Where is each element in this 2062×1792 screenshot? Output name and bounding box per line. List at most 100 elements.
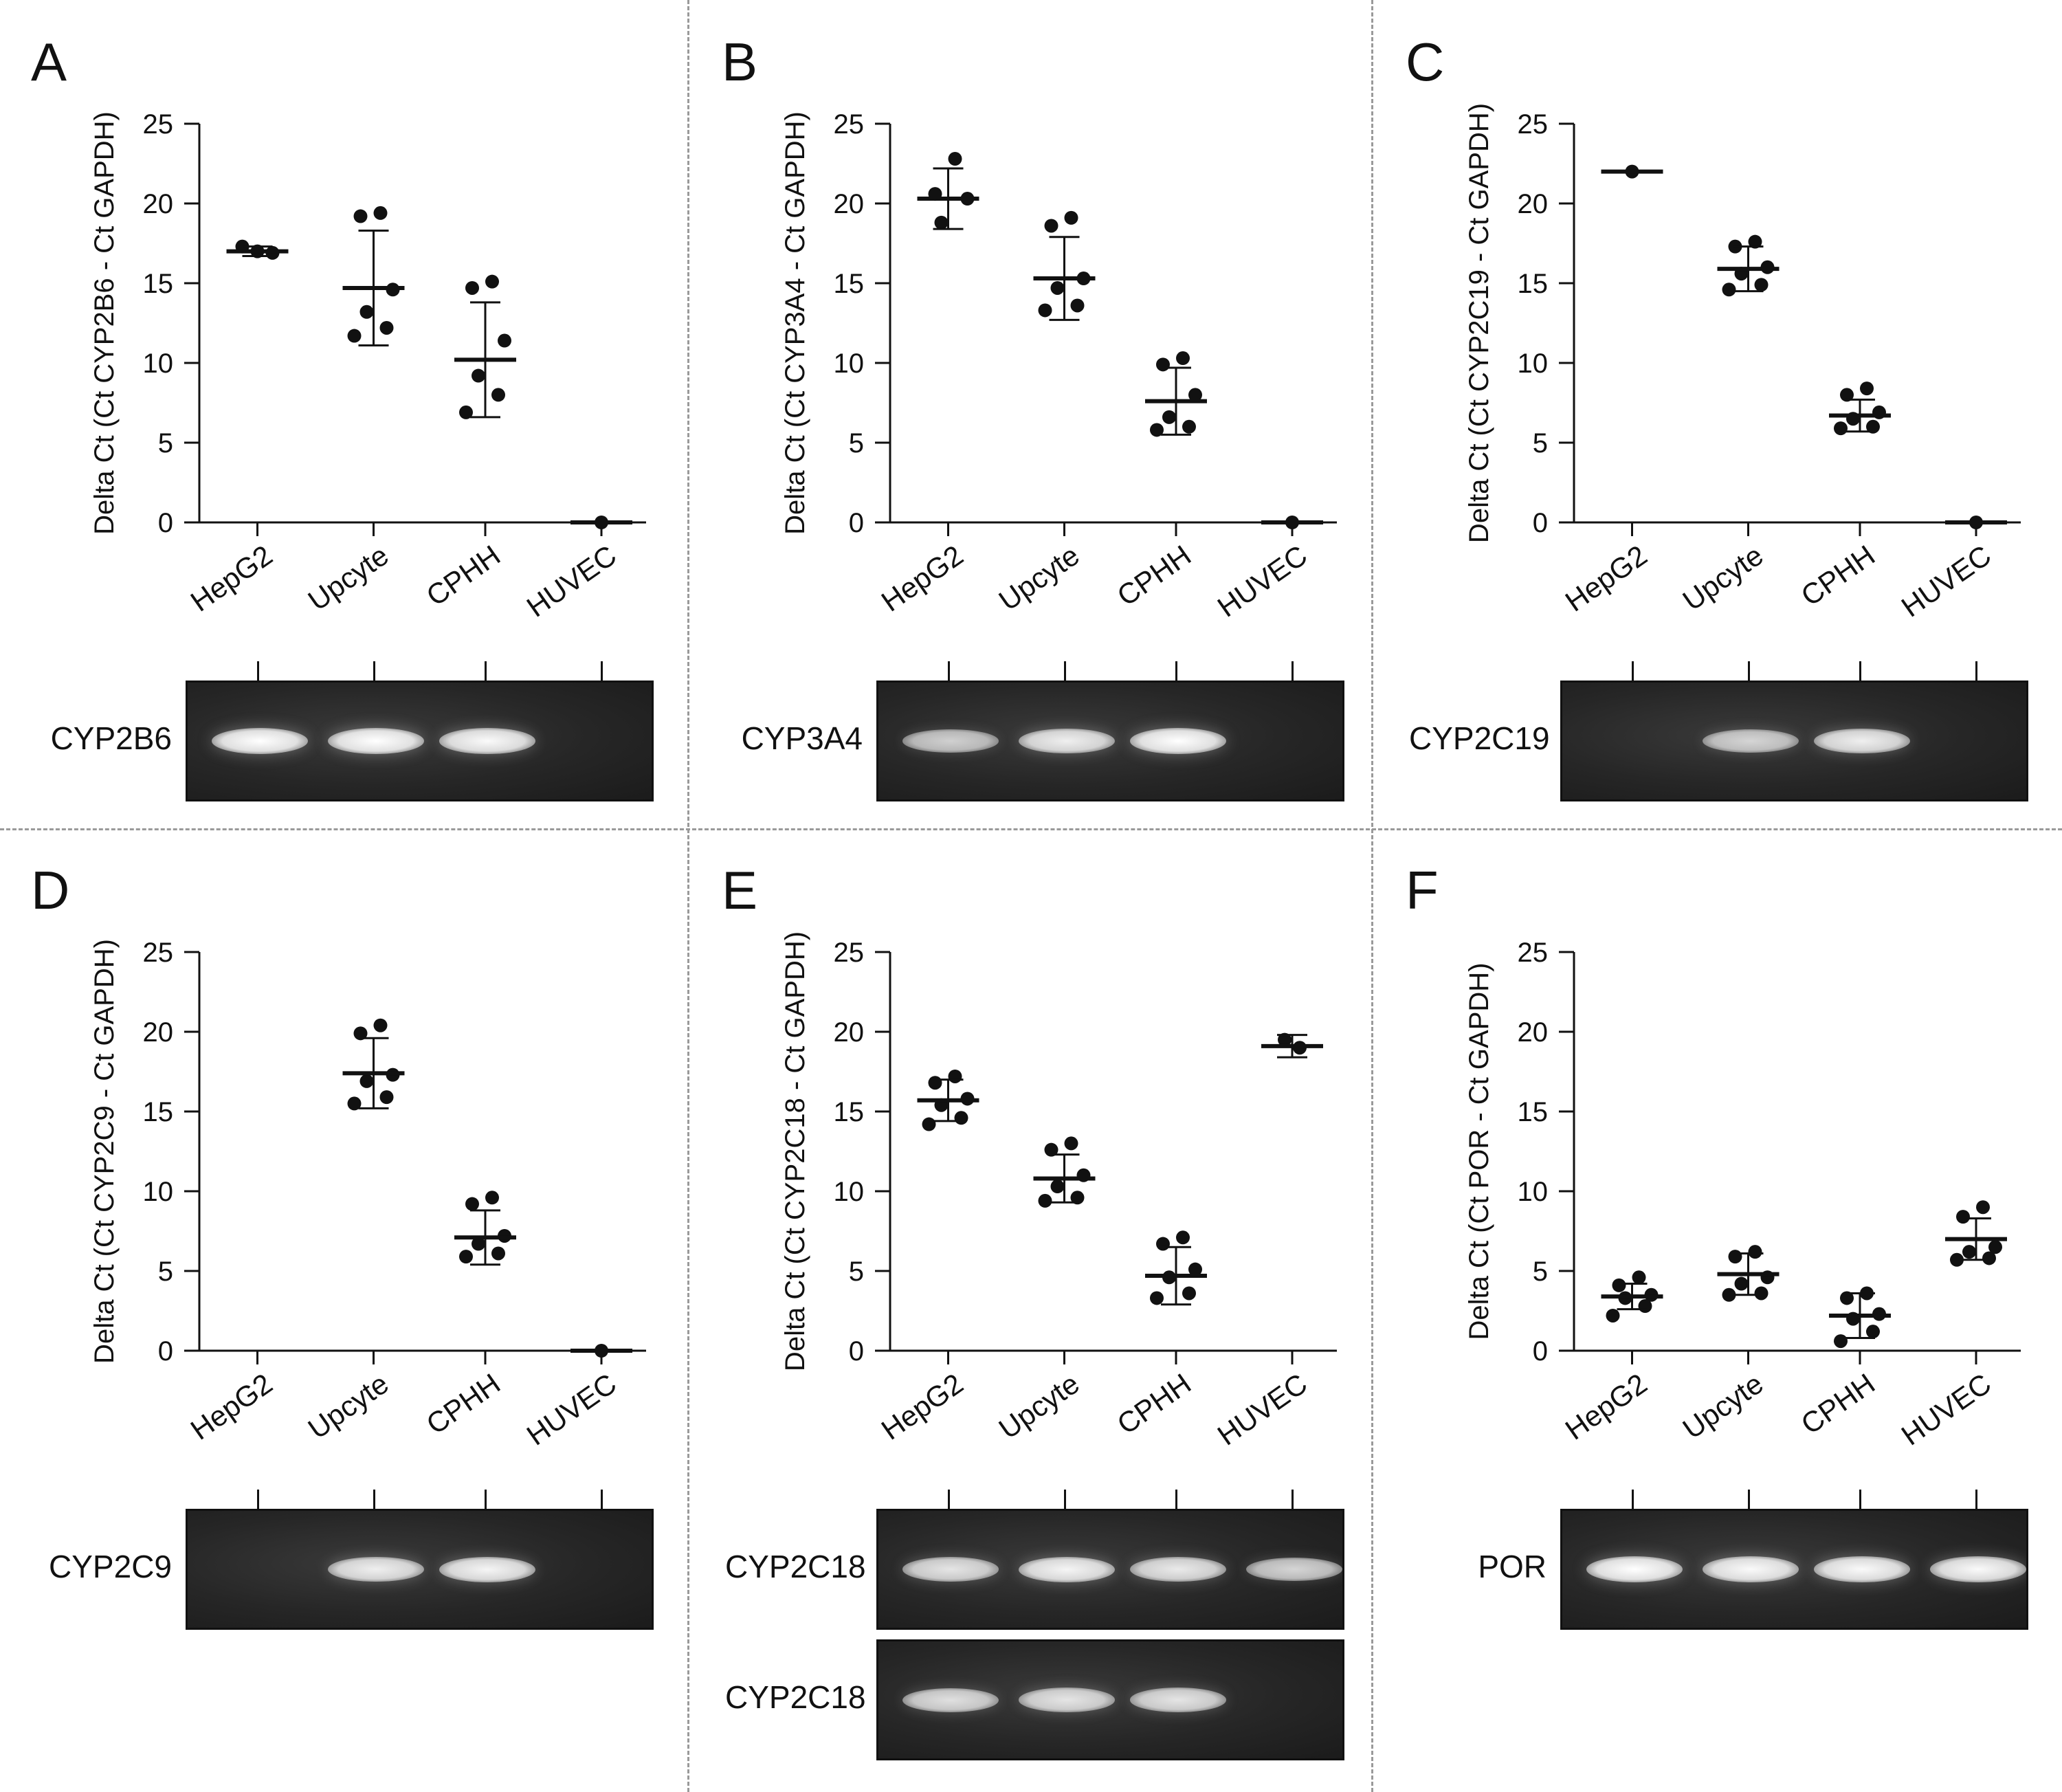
x-tick-label-upcyte: Upcyte <box>302 539 395 617</box>
gel-band-hepg2 <box>1586 1556 1683 1582</box>
gel-image-B <box>876 681 1344 801</box>
gel-band-huvec <box>1930 1556 2026 1582</box>
x-tick-label-hepg2: HepG2 <box>185 539 278 618</box>
data-point <box>1976 1200 1990 1215</box>
data-point <box>1156 357 1170 372</box>
x-tick-label-cphh: CPHH <box>421 539 506 612</box>
data-point <box>359 1074 374 1088</box>
x-tick-label-cphh: CPHH <box>1795 539 1881 612</box>
data-point <box>948 1069 962 1083</box>
data-point <box>948 152 962 166</box>
y-axis-title: Delta Ct (Ct CYP2C9 - Ct GAPDH) <box>89 939 120 1364</box>
y-tick-label: 20 <box>1518 1017 1549 1048</box>
scatter-plot-A: 0 5 10 15 20 25 Delta Ct (Ct CYP2B6 - Ct GAPDH… <box>89 109 646 623</box>
gel-lane-tick <box>373 1490 375 1509</box>
data-point <box>379 320 394 335</box>
y-tick-label: 20 <box>1518 189 1549 219</box>
y-tick-label: 0 <box>849 508 864 538</box>
gel-lane-tick <box>1859 661 1861 681</box>
y-tick-label: 15 <box>834 1097 865 1127</box>
data-point <box>373 1018 388 1032</box>
data-point <box>1866 1325 1880 1339</box>
gel-band-cphh <box>1130 1557 1226 1582</box>
data-point <box>472 368 485 383</box>
gel-band-huvec <box>1246 1558 1342 1581</box>
data-point <box>491 388 505 402</box>
x-tick-label-upcyte: Upcyte <box>993 539 1085 617</box>
data-point <box>954 1111 968 1125</box>
data-point <box>1866 419 1880 434</box>
data-point <box>1176 351 1190 366</box>
data-point <box>1748 1245 1762 1259</box>
data-point <box>1150 423 1164 437</box>
gel-band-cphh <box>439 728 535 754</box>
gel-lane-tick <box>1747 1490 1750 1509</box>
data-point <box>1150 1291 1164 1305</box>
data-point <box>1982 1251 1996 1265</box>
gel-lane-tick <box>1631 661 1634 681</box>
gel-label: CYP2B6 <box>50 720 172 756</box>
y-tick-label: 5 <box>849 428 864 458</box>
gel-band-upcyte <box>1702 729 1799 753</box>
data-point <box>353 209 368 223</box>
y-tick-label: 25 <box>834 109 865 140</box>
x-tick-label-huvec: HUVEC <box>521 1367 622 1452</box>
data-point <box>1722 1287 1736 1302</box>
gel-label: CYP2C19 <box>1409 720 1550 756</box>
data-point <box>1748 234 1762 249</box>
panel-letter: B <box>722 32 758 92</box>
gel-lane-tick <box>947 661 950 681</box>
gel-band-cphh <box>1130 728 1226 754</box>
data-point <box>1956 1210 1970 1224</box>
data-point <box>1988 1240 2002 1254</box>
data-point <box>1156 1237 1170 1251</box>
scatter-plot-D: 0 5 10 15 20 25 Delta Ct (Ct CYP2C9 - Ct GAPDH… <box>89 938 646 1452</box>
data-point <box>472 1237 485 1251</box>
data-point <box>1188 388 1202 402</box>
y-axis-title: Delta Ct (Ct CYP2C19 - Ct GAPDH) <box>1464 103 1494 543</box>
data-point <box>1278 1032 1291 1047</box>
panel-divider-vertical-2 <box>1371 0 1373 1792</box>
data-point <box>359 305 374 319</box>
data-point <box>373 206 388 220</box>
panel-letter: A <box>31 32 67 92</box>
data-point <box>1050 280 1065 295</box>
y-tick-label: 10 <box>1518 1177 1549 1207</box>
gel-lane-tick <box>1631 1490 1634 1509</box>
x-tick-label-huvec: HUVEC <box>1212 539 1313 623</box>
x-tick-label-hepg2: HepG2 <box>1560 539 1653 618</box>
data-point <box>1182 1286 1196 1301</box>
x-tick-label-huvec: HUVEC <box>1896 1367 1997 1452</box>
gel-lane-tick <box>1859 1490 1861 1509</box>
data-point <box>1840 1291 1854 1305</box>
data-point <box>1754 1286 1769 1301</box>
y-tick-label: 25 <box>1518 938 1549 968</box>
y-tick-label: 0 <box>1533 508 1548 538</box>
data-point <box>1638 1299 1652 1314</box>
y-tick-label: 5 <box>1533 1257 1548 1287</box>
gel-lane-tick <box>1291 1490 1294 1509</box>
x-tick-label-upcyte: Upcyte <box>1677 1367 1769 1445</box>
gel-lane-tick <box>485 661 487 681</box>
x-tick-label-huvec: HUVEC <box>1896 539 1997 623</box>
data-point <box>1754 278 1769 292</box>
panel-letter: E <box>722 860 758 920</box>
panel-divider-horizontal <box>0 828 2062 830</box>
gel-band-upcyte <box>1018 1556 1115 1582</box>
gel-label: CYP2C18 <box>725 1549 866 1584</box>
y-tick-label: 15 <box>143 1097 174 1127</box>
data-point <box>498 333 511 348</box>
y-axis-title: Delta Ct (Ct POR - Ct GAPDH) <box>1464 963 1494 1340</box>
gel-lane-tick <box>1175 1490 1177 1509</box>
scatter-plot-C: 0 5 10 15 20 25 Delta Ct (Ct CYP2C19 - Ct GAPD… <box>1464 103 2021 623</box>
data-point <box>347 329 362 343</box>
panel-letter: F <box>1406 860 1439 920</box>
data-point <box>1860 381 1874 396</box>
y-tick-label: 25 <box>1518 109 1549 140</box>
data-point <box>1064 210 1078 225</box>
panel-divider-vertical-1 <box>687 0 689 1792</box>
gel-band-hepg2 <box>902 1557 999 1582</box>
data-point <box>1070 1191 1085 1205</box>
y-axis-title: Delta Ct (Ct CYP3A4 - Ct GAPDH) <box>780 111 810 535</box>
y-tick-label: 0 <box>158 508 173 538</box>
